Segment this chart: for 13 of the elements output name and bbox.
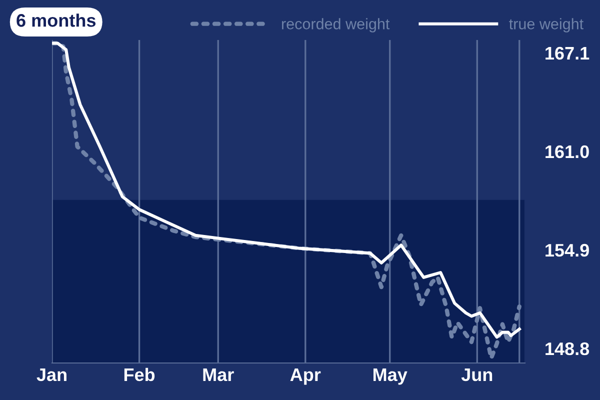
x-tick-label: May [374,368,408,385]
y-tick-label: 161.0 [546,145,589,158]
legend-label: recorded weight [282,18,390,32]
x-tick-label: Jun [461,368,492,382]
y-tick-label: 154.9 [546,244,589,257]
x-tick-label: Feb [124,368,155,382]
chart-title: 6 months [16,14,96,27]
y-tick-label: 167.1 [546,46,590,60]
x-tick-label: Jan [36,368,66,382]
legend-label: true weight [509,18,584,32]
y-tick-label: 148.8 [546,342,590,356]
x-tick-label: Apr [290,368,321,385]
x-tick-label: Mar [203,368,234,382]
